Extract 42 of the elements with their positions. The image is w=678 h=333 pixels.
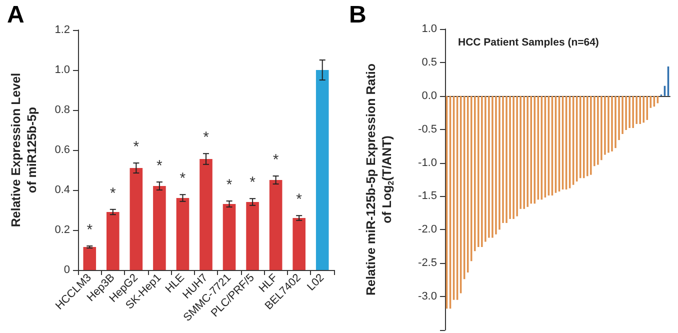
annotation: * bbox=[272, 152, 279, 168]
text: HCC Patient Samples (n=64) bbox=[458, 36, 599, 48]
bar bbox=[316, 70, 329, 270]
bar bbox=[83, 247, 96, 270]
chart-title: A bbox=[7, 2, 24, 28]
bar bbox=[292, 218, 306, 270]
y-tick-label: -1.0 bbox=[418, 156, 437, 169]
bar bbox=[200, 159, 212, 270]
y-tick-label: 0.0 bbox=[422, 90, 437, 102]
y-tick-label: -2.0 bbox=[418, 224, 437, 236]
annotation: * bbox=[133, 138, 140, 156]
x-tick-label: L02 bbox=[305, 272, 327, 294]
annotation: * bbox=[110, 184, 116, 202]
y-tick-label: 0.8 bbox=[54, 104, 70, 116]
bar bbox=[176, 198, 190, 270]
y-tick-label: 1.0 bbox=[54, 64, 70, 76]
bar bbox=[106, 212, 120, 270]
y-tick-label: 0.4 bbox=[54, 184, 70, 196]
annotation: * bbox=[180, 170, 186, 188]
y-tick-label: -2.5 bbox=[418, 257, 437, 270]
annotation: * bbox=[250, 174, 256, 192]
bar bbox=[222, 204, 236, 270]
chart-title: B bbox=[349, 2, 366, 28]
annotation: * bbox=[156, 158, 163, 174]
bar bbox=[246, 202, 259, 270]
y-axis-title: Relative Expression Level of miR125b-5p bbox=[9, 72, 39, 228]
annotation: * bbox=[296, 191, 302, 208]
annotation: * bbox=[226, 176, 232, 194]
annotation: * bbox=[86, 222, 93, 238]
y-tick-label: -1.5 bbox=[418, 190, 437, 202]
y-tick-label: 0.6 bbox=[54, 144, 70, 156]
bar bbox=[130, 168, 143, 270]
y-tick-label: 0.5 bbox=[422, 56, 437, 68]
y-tick-label: 1.2 bbox=[54, 24, 70, 36]
y-tick-label: 1.0 bbox=[422, 23, 437, 35]
y-tick-label: 0 bbox=[64, 264, 70, 276]
annotation: * bbox=[203, 129, 210, 146]
y-tick-label: -0.5 bbox=[418, 123, 437, 136]
bar bbox=[269, 180, 282, 270]
bar bbox=[153, 186, 166, 270]
y-tick-label: -3.0 bbox=[418, 290, 437, 303]
y-tick-label: 0.2 bbox=[54, 224, 70, 236]
